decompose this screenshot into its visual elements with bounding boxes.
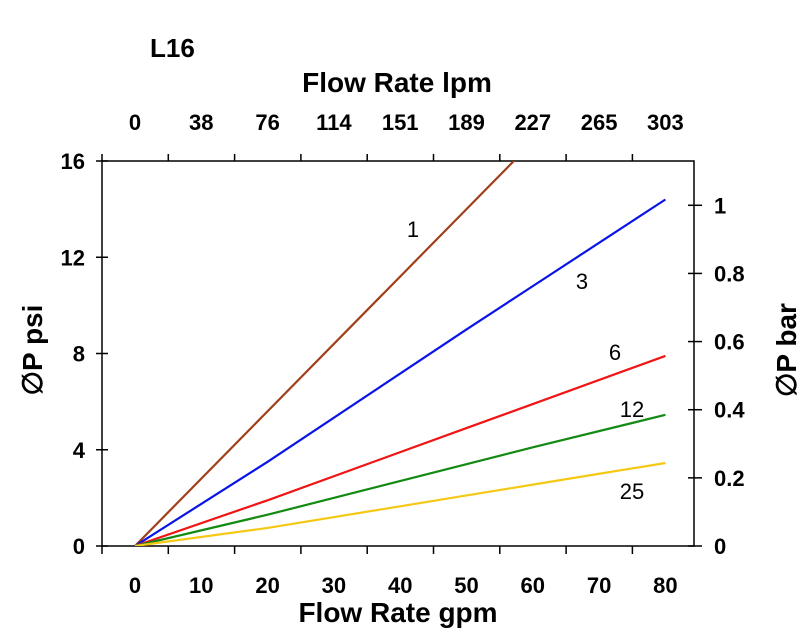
x2-tick-label: 265 — [581, 110, 618, 135]
y-axis-title: ∅P psi — [17, 305, 48, 396]
x-tick-label: 80 — [653, 573, 677, 598]
x-tick-label: 10 — [189, 573, 213, 598]
x-tick-label: 40 — [388, 573, 412, 598]
x2-axis-title: Flow Rate lpm — [302, 67, 492, 98]
x2-tick-label: 114 — [316, 110, 352, 135]
series-line-6 — [134, 354, 666, 546]
x-tick-label: 0 — [129, 573, 141, 598]
series-line-1 — [134, 161, 516, 546]
series-line-3 — [134, 198, 667, 546]
y-tick-label: 16 — [61, 149, 85, 174]
y2-tick-label: 0 — [714, 534, 726, 559]
x-tick-label: 50 — [454, 573, 478, 598]
series-line-12 — [134, 413, 666, 546]
x2-tick-label: 76 — [255, 110, 279, 135]
x-tick-label: 70 — [587, 573, 611, 598]
y-tick-label: 0 — [73, 534, 85, 559]
series-label-6: 6 — [609, 340, 621, 365]
x2-tick-label: 227 — [514, 110, 551, 135]
series-line-25 — [134, 461, 666, 546]
x-tick-label: 20 — [255, 573, 279, 598]
x-axis-title: Flow Rate gpm — [298, 597, 497, 628]
series-label-3: 3 — [576, 269, 588, 294]
x2-tick-label: 38 — [189, 110, 213, 135]
y2-tick-label: 0.8 — [714, 261, 745, 286]
x2-tick-label: 151 — [382, 110, 419, 135]
y-tick-label: 12 — [61, 245, 85, 270]
y2-tick-label: 0.2 — [714, 466, 745, 491]
x-tick-label: 60 — [521, 573, 545, 598]
series-label-12: 12 — [620, 397, 644, 422]
x-tick-label: 30 — [322, 573, 346, 598]
x2-tick-label: 189 — [448, 110, 485, 135]
y2-tick-label: 0.6 — [714, 330, 745, 355]
y-tick-label: 4 — [73, 438, 86, 463]
x2-tick-label: 0 — [129, 110, 141, 135]
y2-tick-label: 0.4 — [714, 398, 745, 423]
x2-tick-label: 303 — [647, 110, 684, 135]
y2-tick-label: 1 — [714, 193, 726, 218]
y-tick-label: 8 — [73, 342, 85, 367]
y2-axis-title: ∅P bar — [771, 303, 802, 397]
series-label-25: 25 — [620, 479, 644, 504]
series-label-1: 1 — [407, 217, 419, 242]
chart-title: L16 — [150, 33, 195, 63]
